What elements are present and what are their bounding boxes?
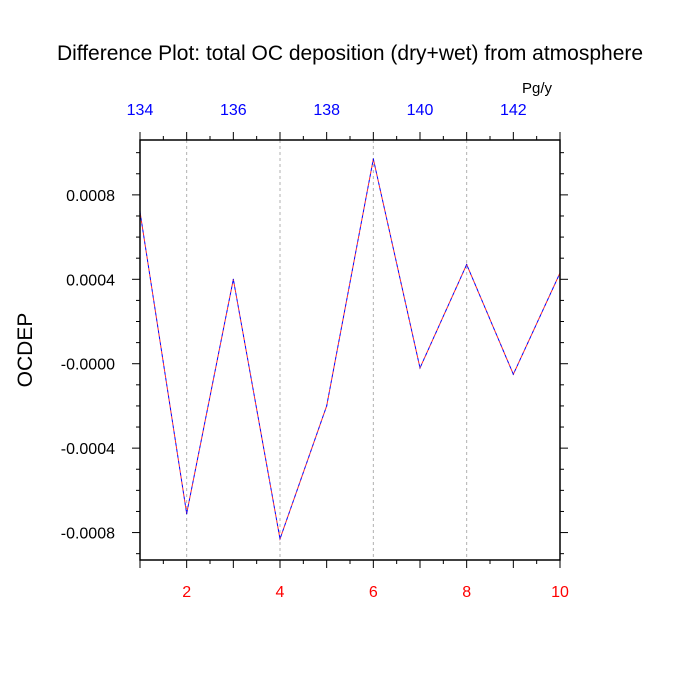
- data-point: [326, 405, 328, 407]
- data-point: [372, 158, 374, 160]
- data-point: [186, 512, 188, 515]
- x-top-tick-label: 142: [500, 102, 527, 119]
- data-point: [419, 367, 421, 369]
- x-bottom-tick-label: 8: [462, 584, 471, 601]
- data-point: [512, 373, 514, 375]
- data-point: [232, 278, 234, 280]
- axis-tick-labels: 2 4 6 8 10 134 136 138 140 142 0.0008 0.0004 -0.0000…: [61, 102, 569, 601]
- data-point: [279, 538, 281, 540]
- y-tick-label: 0.0008: [66, 188, 115, 205]
- series-line-shadow: [139, 158, 561, 541]
- x-top-tick-label: 134: [127, 102, 154, 119]
- plot-frame: [139, 139, 561, 561]
- x-bottom-tick-label: 2: [182, 584, 191, 601]
- y-tick-label: -0.0004: [61, 441, 115, 458]
- chart-title: Difference Plot: total OC deposition (dr…: [56, 42, 644, 65]
- series-group: [139, 158, 561, 541]
- x-bottom-tick-label: 6: [369, 584, 378, 601]
- axis-ticks: [132, 132, 568, 568]
- x-top-tick-label: 136: [220, 102, 247, 119]
- y-tick-label: -0.0008: [61, 526, 115, 543]
- y-tick-label: 0.0004: [66, 272, 115, 289]
- units-label: Pg/y: [522, 80, 553, 97]
- y-tick-label: -0.0000: [61, 357, 115, 374]
- x-top-tick-label: 140: [407, 102, 434, 119]
- grid-lines: [186, 140, 468, 560]
- x-top-tick-label: 138: [313, 102, 340, 119]
- data-point: [466, 263, 468, 266]
- x-bottom-tick-label: 4: [276, 584, 285, 601]
- series-line: [139, 158, 561, 541]
- x-bottom-tick-label: 10: [551, 584, 569, 601]
